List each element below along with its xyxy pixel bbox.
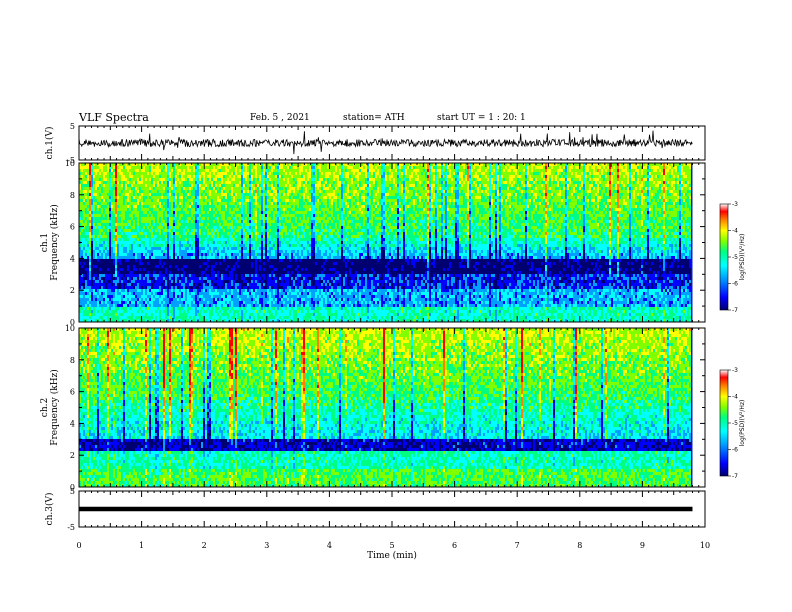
spectrogram-ch1-spectrogram — [79, 163, 693, 322]
spectrogram-ch2-spectrogram — [79, 328, 693, 487]
ch1-waveform-ylabel: ch.1(V) — [44, 127, 55, 160]
ch2-spectrogram-ytick-label: 8 — [70, 356, 75, 365]
x-tick-label: 8 — [577, 541, 582, 550]
ch1-waveform-trace — [78, 130, 693, 155]
x-tick-label: 4 — [327, 541, 332, 550]
ch1-colorbar-label: log(PSD)(V²/Hz) — [739, 234, 746, 281]
x-tick-label: 5 — [389, 541, 394, 550]
header-start-ut: start UT = 1 : 20: 1 — [437, 113, 526, 123]
x-tick-label: 2 — [202, 541, 207, 550]
ch1-colorbar-tick-label: -5 — [732, 254, 738, 261]
ch1-spectrogram-ytick-label: 10 — [65, 159, 75, 168]
ch1-spectrogram-ytick-label: 2 — [70, 286, 75, 295]
ch1-spectrogram-ylabel: ch.1Frequency (kHz) — [40, 204, 60, 281]
x-tick-label: 6 — [452, 541, 457, 550]
ch2-colorbar-tick-label: -5 — [732, 420, 738, 427]
x-tick-label: 9 — [640, 541, 645, 550]
ch1-colorbar-tick-label: -4 — [732, 228, 738, 235]
ch1-colorbar-tick-label: -7 — [732, 307, 738, 314]
ch2-colorbar-label: log(PSD)(V²/Hz) — [739, 400, 746, 447]
figure-title: VLF Spectra — [79, 111, 149, 124]
ch1-spectrogram-ytick-label: 4 — [70, 254, 75, 263]
ch3-waveform-ytick-label: 5 — [70, 487, 75, 496]
ch1-colorbar-bar — [719, 203, 729, 311]
ch2-colorbar-bar — [719, 369, 729, 477]
x-tick-label: 0 — [76, 541, 81, 550]
ch2-spectrogram-ylabel: ch.2Frequency (kHz) — [40, 369, 60, 446]
ch1-colorbar — [719, 203, 731, 311]
ch2-colorbar — [719, 369, 731, 477]
ch2-colorbar-tick-label: -6 — [732, 447, 738, 454]
x-axis-label: Time (min) — [367, 550, 417, 561]
ch1-colorbar-tick-label: -6 — [732, 281, 738, 288]
ch2-spectrogram-ytick-label: 2 — [70, 451, 75, 460]
ch3-waveform-ytick-label: -5 — [67, 523, 75, 532]
ch2-spectrogram-ytick-label: 0 — [70, 483, 75, 492]
ch3-waveform-ylabel: ch.3(V) — [44, 493, 55, 526]
x-tick-label: 10 — [700, 541, 710, 550]
ch2-colorbar-tick-label: -7 — [732, 473, 738, 480]
header-station: station= ATH — [343, 113, 405, 123]
ch2-spectrogram-ytick-label: 6 — [70, 388, 75, 397]
ch1-spectrogram-ytick-label: 6 — [70, 223, 75, 232]
ch1-waveform-ytick-label: -5 — [67, 156, 75, 165]
ch2-colorbar-tick-label: -4 — [732, 394, 738, 401]
ch1-spectrogram-ytick-label: 8 — [70, 191, 75, 200]
ch1-waveform-ytick-label: 5 — [70, 122, 75, 131]
x-tick-label: 1 — [139, 541, 144, 550]
x-tick-label: 7 — [515, 541, 520, 550]
ch1-colorbar-tick-label: -3 — [732, 201, 738, 208]
header-date: Feb. 5 , 2021 — [250, 113, 310, 123]
x-tick-label: 3 — [264, 541, 269, 550]
ch2-spectrogram-ytick-label: 10 — [65, 324, 75, 333]
ch2-colorbar-tick-label: -3 — [732, 367, 738, 374]
ch1-spectrogram-ytick-label: 0 — [70, 318, 75, 327]
ch2-spectrogram-ytick-label: 4 — [70, 419, 75, 428]
